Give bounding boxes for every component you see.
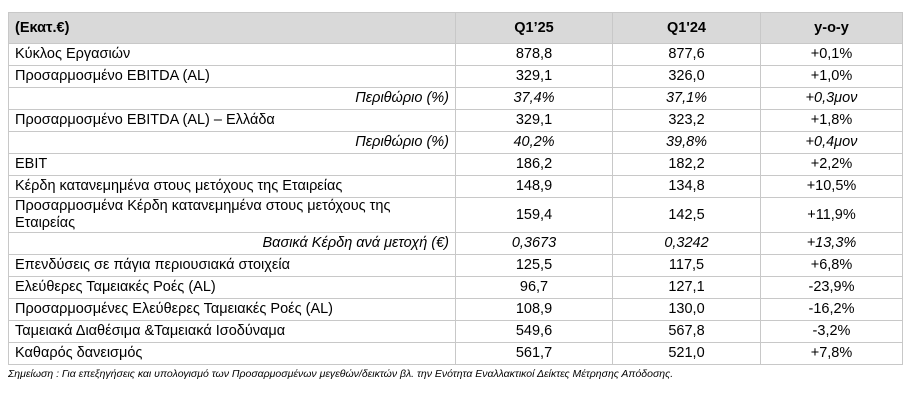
- value-cell: 134,8: [612, 175, 761, 198]
- header-cell: Q1’25: [455, 12, 613, 44]
- value-cell: 108,9: [455, 298, 613, 321]
- value-cell: 39,8%: [612, 131, 761, 154]
- value-cell: 329,1: [455, 109, 613, 132]
- value-cell: 329,1: [455, 65, 613, 88]
- value-cell: +10,5%: [760, 175, 903, 198]
- value-cell: +0,1%: [760, 43, 903, 66]
- value-cell: +2,2%: [760, 153, 903, 176]
- table-row: Περιθώριο (%) 40,2% 39,8% +0,4μον: [8, 131, 903, 154]
- table-row: Ελεύθερες Ταμειακές Ροές (AL) 96,7 127,1 -2…: [8, 276, 903, 299]
- label-cell: Προσαρμοσμένες Ελεύθερες Ταμειακές Ροές …: [8, 298, 456, 321]
- table-row: Βασικά Κέρδη ανά μετοχή (€) 0,3673 0,3242 +…: [8, 232, 903, 255]
- value-cell: 0,3242: [612, 232, 761, 255]
- footnote: Σημείωση : Για επεξηγήσεις και υπολογισμ…: [8, 368, 674, 380]
- table-wrapper: (Εκατ.€) Q1’25 Q1'24 y-o-y Κύκλος Εργασιών 8…: [8, 12, 903, 380]
- table-row: Καθαρός δανεισμός 561,7 521,0 +7,8%: [8, 342, 903, 365]
- value-cell: 326,0: [612, 65, 761, 88]
- value-cell: -16,2%: [760, 298, 903, 321]
- table-row: Προσαρμοσμένα Κέρδη κατανεμημένα στους μ…: [8, 197, 903, 233]
- value-cell: 567,8: [612, 320, 761, 343]
- value-cell: 37,4%: [455, 87, 613, 110]
- value-cell: 561,7: [455, 342, 613, 365]
- value-cell: +13,3%: [760, 232, 903, 255]
- table-row: Προσαρμοσμένο EBITDA (AL) – Ελλάδα 329,1 3…: [8, 109, 903, 132]
- value-cell: 186,2: [455, 153, 613, 176]
- value-cell: +7,8%: [760, 342, 903, 365]
- table-row: Περιθώριο (%) 37,4% 37,1% +0,3μον: [8, 87, 903, 110]
- value-cell: 877,6: [612, 43, 761, 66]
- label-cell: Προσαρμοσμένο EBITDA (AL) – Ελλάδα: [8, 109, 456, 132]
- label-cell: Περιθώριο (%): [8, 87, 456, 110]
- value-cell: -23,9%: [760, 276, 903, 299]
- header-cell: (Εκατ.€): [8, 12, 456, 44]
- header-cell: Q1'24: [612, 12, 761, 44]
- value-cell: 521,0: [612, 342, 761, 365]
- label-cell: Καθαρός δανεισμός: [8, 342, 456, 365]
- label-cell: Ελεύθερες Ταμειακές Ροές (AL): [8, 276, 456, 299]
- value-cell: +0,3μον: [760, 87, 903, 110]
- value-cell: 130,0: [612, 298, 761, 321]
- table-body: Κύκλος Εργασιών 878,8 877,6 +0,1% Προσαρμοσμ…: [8, 43, 903, 365]
- value-cell: +0,4μον: [760, 131, 903, 154]
- label-cell: Ταμειακά Διαθέσιμα &Ταμειακά Ισοδύναμα: [8, 320, 456, 343]
- value-cell: +1,0%: [760, 65, 903, 88]
- value-cell: 878,8: [455, 43, 613, 66]
- value-cell: 323,2: [612, 109, 761, 132]
- label-cell: Κύκλος Εργασιών: [8, 43, 456, 66]
- value-cell: 0,3673: [455, 232, 613, 255]
- label-cell: Περιθώριο (%): [8, 131, 456, 154]
- value-cell: 148,9: [455, 175, 613, 198]
- label-cell: Κέρδη κατανεμημένα στους μετόχους της Ετ…: [8, 175, 456, 198]
- label-cell: Προσαρμοσμένο EBITDA (AL): [8, 65, 456, 88]
- table-row: Προσαρμοσμένο EBITDA (AL) 329,1 326,0 +1,0%: [8, 65, 903, 88]
- value-cell: 159,4: [455, 197, 613, 233]
- value-cell: -3,2%: [760, 320, 903, 343]
- table-head: (Εκατ.€) Q1’25 Q1'24 y-o-y: [8, 12, 903, 44]
- value-cell: 549,6: [455, 320, 613, 343]
- value-cell: 40,2%: [455, 131, 613, 154]
- value-cell: 182,2: [612, 153, 761, 176]
- value-cell: +6,8%: [760, 254, 903, 277]
- header-cell: y-o-y: [760, 12, 903, 44]
- table-row: Επενδύσεις σε πάγια περιουσιακά στοιχεία…: [8, 254, 903, 277]
- value-cell: +11,9%: [760, 197, 903, 233]
- value-cell: 96,7: [455, 276, 613, 299]
- table-row: Προσαρμοσμένες Ελεύθερες Ταμειακές Ροές …: [8, 298, 903, 321]
- header-row: (Εκατ.€) Q1’25 Q1'24 y-o-y: [8, 12, 903, 44]
- table-row: Ταμειακά Διαθέσιμα &Ταμειακά Ισοδύναμα 54…: [8, 320, 903, 343]
- value-cell: +1,8%: [760, 109, 903, 132]
- table-row: Κύκλος Εργασιών 878,8 877,6 +0,1%: [8, 43, 903, 66]
- label-cell: Επενδύσεις σε πάγια περιουσιακά στοιχεία: [8, 254, 456, 277]
- financial-table: (Εκατ.€) Q1’25 Q1'24 y-o-y Κύκλος Εργασιών 8…: [8, 12, 903, 365]
- value-cell: 37,1%: [612, 87, 761, 110]
- table-row: Κέρδη κατανεμημένα στους μετόχους της Ετ…: [8, 175, 903, 198]
- label-cell: Βασικά Κέρδη ανά μετοχή (€): [8, 232, 456, 255]
- value-cell: 125,5: [455, 254, 613, 277]
- value-cell: 127,1: [612, 276, 761, 299]
- value-cell: 117,5: [612, 254, 761, 277]
- label-cell: EBIT: [8, 153, 456, 176]
- label-cell: Προσαρμοσμένα Κέρδη κατανεμημένα στους μ…: [8, 197, 456, 233]
- value-cell: 142,5: [612, 197, 761, 233]
- table-row: EBIT 186,2 182,2 +2,2%: [8, 153, 903, 176]
